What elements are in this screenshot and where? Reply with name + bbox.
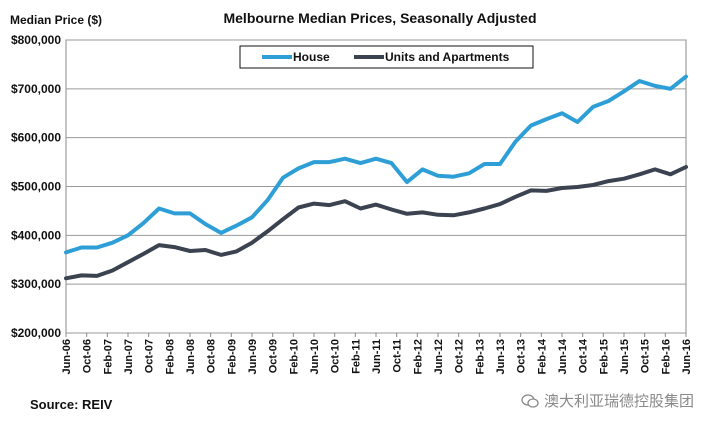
x-tick-label: Feb-15 <box>598 339 610 374</box>
watermark: 澳大利亚瑞德控股集团 <box>521 390 694 411</box>
y-tick-label: $800,000 <box>11 33 61 47</box>
x-tick-label: Oct-15 <box>640 339 652 373</box>
wechat-icon <box>521 393 539 408</box>
legend-label-units: Units and Apartments <box>385 50 510 64</box>
y-tick-label: $600,000 <box>11 131 61 145</box>
series-line-units-apartments <box>64 165 688 281</box>
x-tick-label: Jun-16 <box>681 339 693 374</box>
x-tick-label: Oct-10 <box>330 339 342 373</box>
x-tick-label: Feb-08 <box>164 339 176 374</box>
x-tick-label: Jun-06 <box>61 339 73 374</box>
x-tick-label: Jun-10 <box>309 339 321 374</box>
y-axis-ticks: $200,000 $300,000 $400,000 $500,000 $600,000… <box>11 33 61 340</box>
x-tick-label: Jun-08 <box>185 339 197 374</box>
x-tick-label: Jun-15 <box>619 339 631 374</box>
x-tick-label: Feb-13 <box>474 339 486 374</box>
y-tick-label: $700,000 <box>11 82 61 96</box>
x-tick-label: Jun-12 <box>433 339 445 374</box>
x-tick-label: Jun-09 <box>247 339 259 374</box>
x-tick-label: Feb-12 <box>412 339 424 374</box>
x-tick-label: Oct-07 <box>144 339 156 373</box>
x-tick-label: Oct-06 <box>82 339 94 373</box>
x-tick-label: Feb-10 <box>288 339 300 374</box>
chart-title: Melbourne Median Prices, Seasonally Adju… <box>223 10 536 26</box>
x-axis-ticks: Jun-06 Oct-06 Feb-07 Jun-07 Oct-07 Feb-08 Jun-… <box>61 333 693 374</box>
series-line-house <box>64 74 688 255</box>
x-tick-label: Oct-13 <box>516 339 528 373</box>
x-tick-label: Oct-11 <box>392 339 404 373</box>
x-tick-label: Oct-14 <box>578 338 590 373</box>
x-tick-label: Jun-07 <box>123 339 135 374</box>
legend: House Units and Apartments <box>239 45 534 69</box>
x-tick-label: Oct-09 <box>268 339 280 373</box>
x-tick-label: Feb-07 <box>102 339 114 374</box>
x-tick-label: Jun-13 <box>495 339 507 374</box>
series-lines <box>64 74 688 281</box>
legend-label-house: House <box>293 50 330 64</box>
y-tick-label: $500,000 <box>11 180 61 194</box>
x-tick-label: Feb-11 <box>350 339 362 374</box>
x-tick-label: Feb-16 <box>660 339 672 374</box>
y-tick-label: $400,000 <box>11 228 61 242</box>
y-tick-label: $300,000 <box>11 277 61 291</box>
y-axis-label: Median Price ($) <box>10 13 102 27</box>
x-tick-label: Oct-12 <box>454 339 466 373</box>
x-tick-label: Jun-11 <box>371 339 383 374</box>
source-note: Source: REIV <box>30 397 113 412</box>
x-tick-label: Feb-09 <box>226 339 238 374</box>
y-tick-label: $200,000 <box>11 326 61 340</box>
watermark-text: 澳大利亚瑞德控股集团 <box>543 392 694 410</box>
legend-box <box>239 45 534 69</box>
x-tick-label: Jun-14 <box>557 338 569 374</box>
x-tick-label: Oct-08 <box>206 339 218 373</box>
x-tick-label: Feb-14 <box>536 338 548 374</box>
